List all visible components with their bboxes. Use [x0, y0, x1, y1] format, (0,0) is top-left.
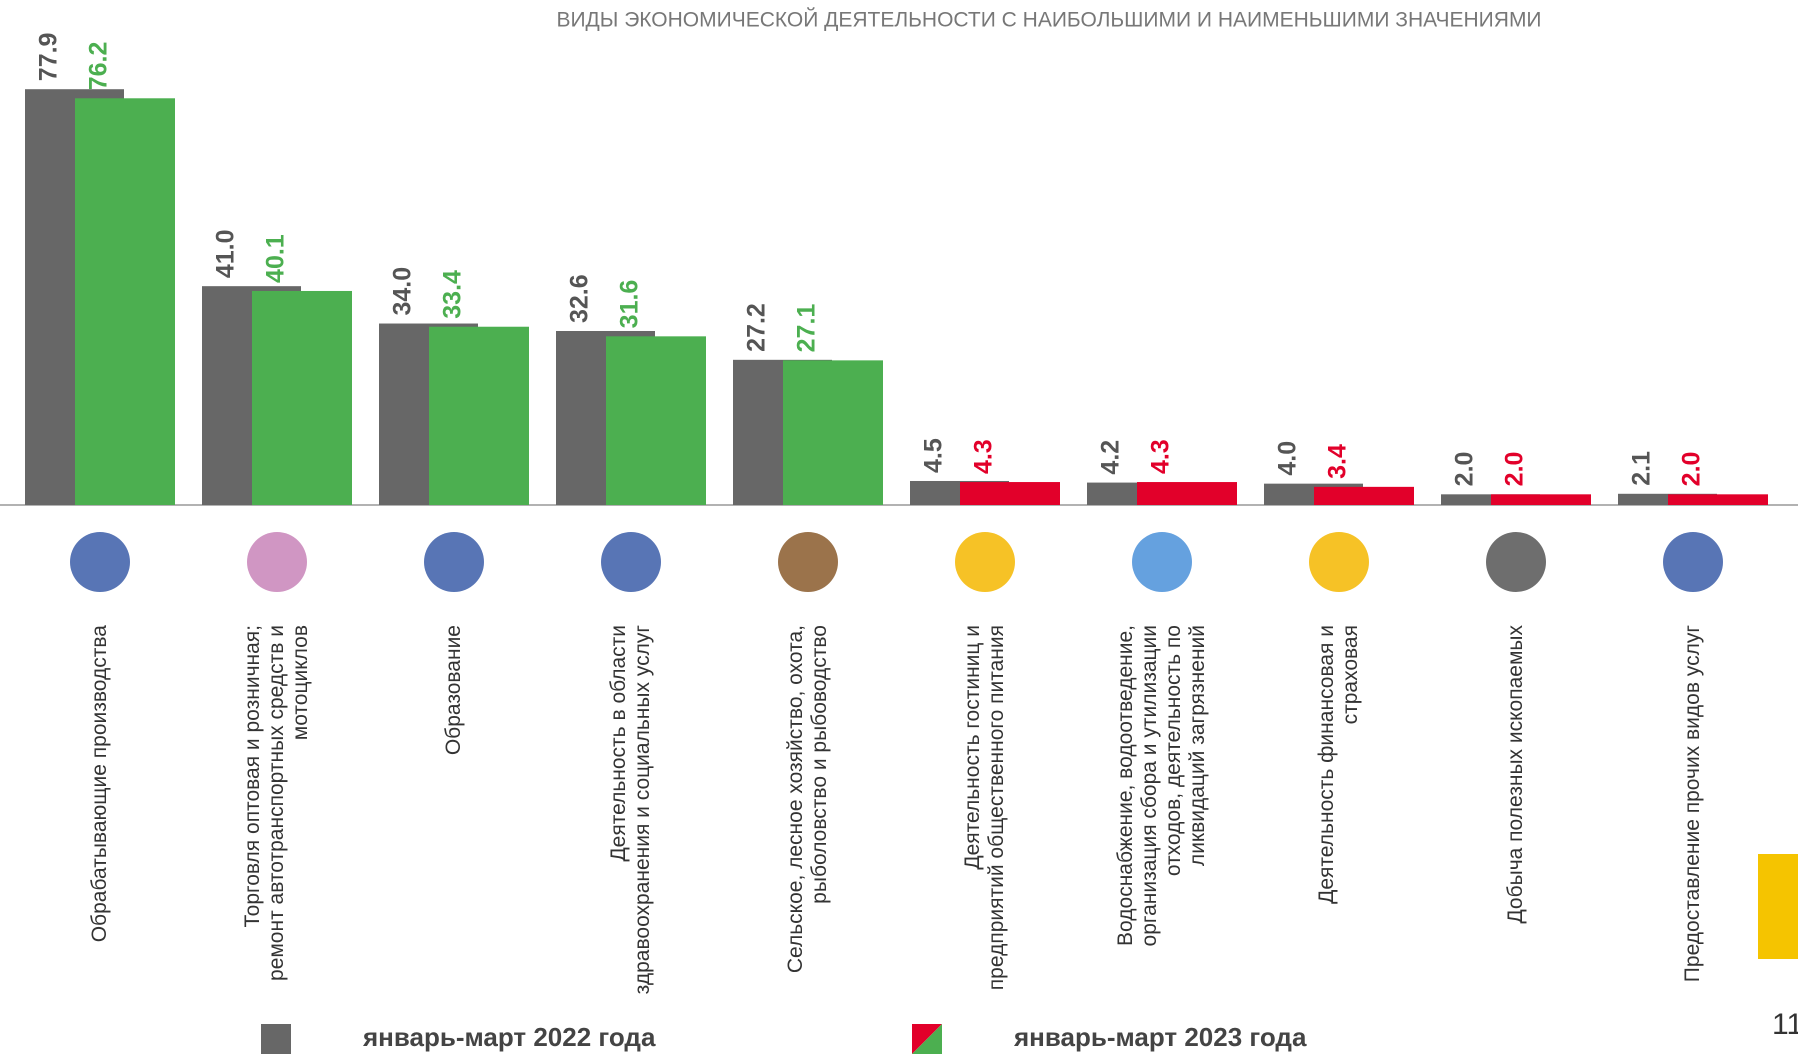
chart-title: ВИДЫ ЭКОНОМИЧЕСКОЙ ДЕЯТЕЛЬНОСТИ С НАИБОЛ…	[556, 8, 1541, 32]
value-label: 4.0	[1274, 441, 1302, 476]
bar	[1137, 482, 1237, 505]
value-label: 34.0	[389, 267, 417, 316]
value-label: 77.9	[35, 33, 63, 82]
page: ВИДЫ ЭКОНОМИЧЕСКОЙ ДЕЯТЕЛЬНОСТИ С НАИБОЛ…	[0, 0, 1798, 1054]
category-icon	[1132, 532, 1192, 592]
category-icon	[1663, 532, 1723, 592]
value-label: 40.1	[262, 234, 290, 283]
x-tick-label: Деятельность финансовая и страховая	[1315, 625, 1363, 995]
bar	[75, 98, 175, 505]
value-label: 4.2	[1097, 440, 1125, 475]
bar	[252, 291, 352, 505]
x-tick-label: Обрабатывающие производства	[88, 625, 112, 995]
legend-label: январь-март 2023 года	[1013, 1022, 1307, 1052]
x-tick-label: Сельское, лесное хозяйство, охота, рыбол…	[784, 625, 832, 995]
value-label: 76.2	[85, 42, 113, 91]
decor-block	[1758, 854, 1798, 959]
x-tick-label: Деятельность в области здравоохранения и…	[607, 625, 655, 995]
category-icon	[1309, 532, 1369, 592]
x-tick-label: Образование	[442, 625, 466, 995]
category-icon	[424, 532, 484, 592]
x-tick-label: Добыча полезных ископаемых	[1504, 625, 1528, 995]
value-label: 2.1	[1628, 451, 1656, 486]
value-label: 2.0	[1501, 452, 1529, 487]
value-label: 27.2	[743, 303, 771, 352]
value-label: 4.3	[970, 439, 998, 474]
value-label: 33.4	[439, 270, 467, 319]
x-tick-label: Деятельность гостиниц и предприятий обще…	[961, 625, 1009, 995]
value-label: 41.0	[212, 229, 240, 278]
category-icon	[601, 532, 661, 592]
value-label: 31.6	[616, 280, 644, 329]
category-icon	[1486, 532, 1546, 592]
value-label: 2.0	[1451, 452, 1479, 487]
x-tick-label: Торговля оптовая и розничная; ремонт авт…	[241, 625, 313, 995]
legend-label: январь-март 2022 года	[362, 1022, 656, 1052]
category-icon	[247, 532, 307, 592]
value-label: 32.6	[566, 274, 594, 323]
value-label: 3.4	[1324, 444, 1352, 479]
x-tick-label: Предоставление прочих видов услуг	[1681, 625, 1705, 995]
category-icon	[955, 532, 1015, 592]
value-label: 4.3	[1147, 439, 1175, 474]
category-icon	[778, 532, 838, 592]
bar	[606, 336, 706, 505]
value-label: 27.1	[793, 304, 821, 353]
legend-swatch	[261, 1024, 291, 1054]
value-label: 2.0	[1678, 452, 1706, 487]
bar	[783, 360, 883, 505]
x-tick-label: Водоснабжение, водоотведение, организаци…	[1114, 625, 1210, 995]
bar	[960, 482, 1060, 505]
bar	[1491, 494, 1591, 505]
category-icon	[70, 532, 130, 592]
value-label: 4.5	[920, 438, 948, 473]
bar	[1314, 487, 1414, 505]
bar	[429, 327, 529, 505]
bar	[1668, 494, 1768, 505]
page-number: 11	[1772, 1008, 1798, 1041]
